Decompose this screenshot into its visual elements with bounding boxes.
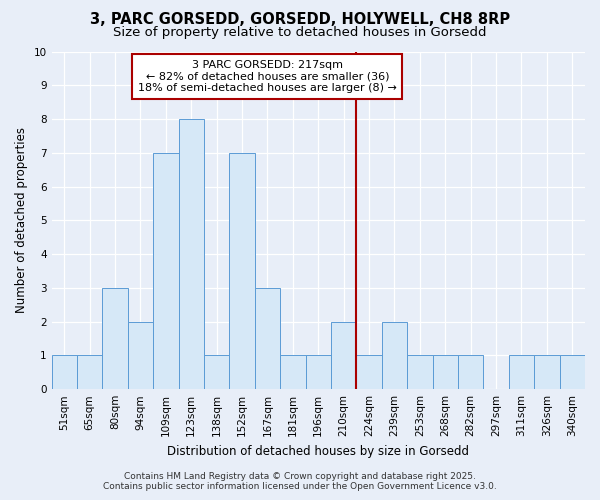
Bar [204, 356, 229, 389]
Y-axis label: Number of detached properties: Number of detached properties [15, 128, 28, 314]
Bar [255, 288, 280, 389]
Text: 3 PARC GORSEDD: 217sqm
← 82% of detached houses are smaller (36)
18% of semi-det: 3 PARC GORSEDD: 217sqm ← 82% of detached… [138, 60, 397, 93]
Bar [407, 356, 433, 389]
Bar [382, 322, 407, 389]
Text: 3, PARC GORSEDD, GORSEDD, HOLYWELL, CH8 8RP: 3, PARC GORSEDD, GORSEDD, HOLYWELL, CH8 … [90, 12, 510, 28]
Text: Contains HM Land Registry data © Crown copyright and database right 2025.
Contai: Contains HM Land Registry data © Crown c… [103, 472, 497, 491]
Bar [305, 356, 331, 389]
Bar [52, 356, 77, 389]
Bar [356, 356, 382, 389]
X-axis label: Distribution of detached houses by size in Gorsedd: Distribution of detached houses by size … [167, 444, 469, 458]
Bar [331, 322, 356, 389]
Bar [179, 119, 204, 389]
Bar [103, 288, 128, 389]
Bar [509, 356, 534, 389]
Bar [229, 153, 255, 389]
Bar [534, 356, 560, 389]
Bar [458, 356, 484, 389]
Text: Size of property relative to detached houses in Gorsedd: Size of property relative to detached ho… [113, 26, 487, 39]
Bar [433, 356, 458, 389]
Bar [77, 356, 103, 389]
Bar [153, 153, 179, 389]
Bar [560, 356, 585, 389]
Bar [128, 322, 153, 389]
Bar [280, 356, 305, 389]
